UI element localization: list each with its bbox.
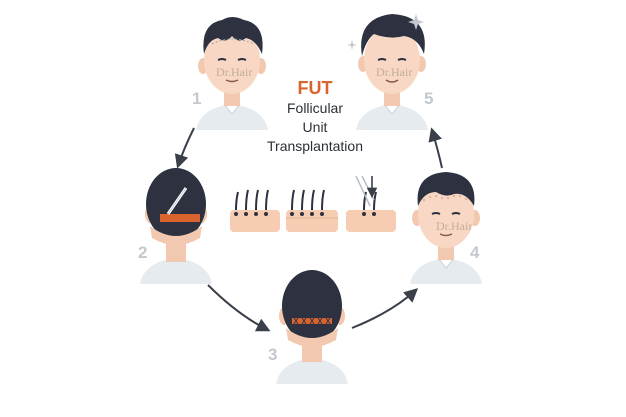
arrow-3-to-4 xyxy=(351,288,419,329)
step-number-2: 2 xyxy=(138,243,148,262)
patient-step-5-front-view xyxy=(347,14,428,130)
step-number-3: 3 xyxy=(268,345,278,364)
patient-step-3-back-view xyxy=(276,270,348,384)
watermark-text: Dr.Hair xyxy=(216,65,253,79)
watermark-text: Dr.Hair xyxy=(436,219,473,233)
patient-step-1-front-view xyxy=(196,17,268,130)
sparkle-icon xyxy=(408,14,424,30)
step-number-1: 1 xyxy=(192,89,202,108)
sparkle-icon xyxy=(347,40,357,50)
title-line-transplantation: Transplantation xyxy=(267,138,363,154)
follicle-skin-section-3 xyxy=(346,175,396,232)
title-block: FUT Follicular Unit Transplantation xyxy=(240,77,390,156)
title-line-unit: Unit xyxy=(302,119,328,135)
arrow-2-to-3 xyxy=(207,284,271,332)
arrow-4-to-5 xyxy=(428,127,443,169)
follicle-skin-section-1 xyxy=(230,189,280,232)
follicle-skin-section-2 xyxy=(286,189,338,232)
step-number-5: 5 xyxy=(424,89,434,108)
step-number-4: 4 xyxy=(470,243,480,262)
patient-step-4-front-view xyxy=(410,172,482,284)
title-line-follicular: Follicular xyxy=(286,100,343,116)
fut-title: FUT xyxy=(297,78,333,98)
watermark-text: Dr.Hair xyxy=(376,65,413,79)
arrow-1-to-2 xyxy=(174,127,195,169)
patient-step-2-back-view xyxy=(140,168,212,284)
